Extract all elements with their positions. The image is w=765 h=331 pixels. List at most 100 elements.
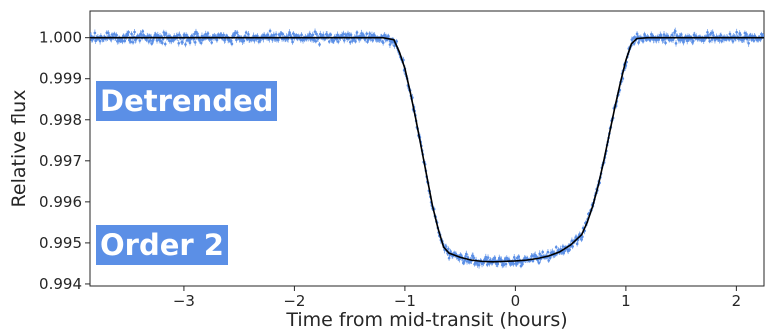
data-point <box>516 261 520 264</box>
data-point <box>512 262 515 266</box>
data-point <box>546 250 550 254</box>
data-point <box>664 41 667 45</box>
data-point <box>485 263 489 266</box>
y-tick-label: 0.999 <box>39 70 82 88</box>
data-point <box>554 245 558 249</box>
data-point <box>235 38 238 42</box>
data-point <box>270 34 273 37</box>
data-point <box>366 38 370 42</box>
data-point <box>662 33 666 36</box>
data-point <box>121 39 124 43</box>
data-point <box>355 31 359 34</box>
plot-frame <box>89 10 765 287</box>
data-point <box>229 39 233 42</box>
data-point <box>277 38 280 42</box>
x-tick-label: −1 <box>394 292 416 310</box>
data-point <box>465 252 468 256</box>
data-point <box>235 31 239 34</box>
data-point <box>98 39 102 43</box>
data-point <box>318 43 321 46</box>
data-point <box>563 249 566 253</box>
data-point <box>206 32 210 35</box>
detrended-badge: Detrended <box>96 81 278 121</box>
data-point <box>292 32 295 35</box>
data-point <box>139 33 143 36</box>
data-point <box>244 31 248 34</box>
x-tick-label: −2 <box>283 292 305 310</box>
data-point <box>335 37 339 41</box>
x-tick-label: 0 <box>511 292 521 310</box>
x-tick-label: 1 <box>621 292 631 310</box>
data-point <box>752 39 756 42</box>
data-point <box>368 32 372 35</box>
data-point <box>548 256 552 260</box>
data-point <box>447 247 450 251</box>
data-point <box>327 40 331 43</box>
data-point <box>268 29 272 33</box>
data-point <box>253 39 256 42</box>
data-point <box>673 29 677 33</box>
y-tick-label: 0.997 <box>39 152 82 170</box>
y-tick-label: 0.994 <box>39 275 82 293</box>
data-point <box>313 30 317 33</box>
data-point <box>281 32 285 36</box>
x-tick-label: 2 <box>732 292 742 310</box>
data-point <box>380 34 383 38</box>
data-point <box>133 30 136 34</box>
data-point <box>138 39 142 42</box>
data-point <box>348 40 352 44</box>
y-axis-label: Relative flux <box>8 90 30 208</box>
data-point <box>115 33 118 37</box>
data-point <box>178 33 181 37</box>
data-point <box>463 258 467 262</box>
y-tick-label: 1.000 <box>39 29 82 47</box>
data-point <box>312 38 316 41</box>
data-point <box>737 37 741 41</box>
data-point <box>199 41 203 45</box>
data-point <box>295 33 298 37</box>
data-point <box>314 40 318 43</box>
data-point <box>291 40 294 44</box>
plot-area <box>89 10 765 287</box>
data-point <box>632 42 636 45</box>
data-point <box>311 33 315 37</box>
data-point <box>193 41 197 44</box>
model-layer <box>90 36 764 263</box>
data-point <box>336 40 340 43</box>
data-point <box>502 263 506 267</box>
data-point <box>127 30 130 34</box>
data-point <box>163 42 167 46</box>
x-tick-label: −3 <box>173 292 195 310</box>
data-point <box>164 32 168 35</box>
data-point <box>739 33 742 37</box>
data-point <box>547 259 550 262</box>
data-point <box>636 35 640 38</box>
data-point <box>242 39 246 43</box>
data-point <box>472 256 476 260</box>
data-point <box>541 250 545 254</box>
data-point <box>381 41 385 44</box>
y-tick-label: 0.996 <box>39 193 82 211</box>
data-point <box>571 245 574 248</box>
data-point <box>568 248 571 251</box>
data-point <box>486 256 490 259</box>
data-point <box>561 245 565 248</box>
data-point <box>731 40 735 43</box>
data-point <box>719 34 723 37</box>
data-point <box>315 32 318 36</box>
data-point <box>537 261 541 265</box>
data-point <box>193 32 196 36</box>
data-point <box>708 39 712 43</box>
data-point <box>230 42 234 46</box>
data-point <box>449 250 452 253</box>
data-point <box>131 40 135 44</box>
y-tick-label: 0.995 <box>39 234 82 252</box>
data-point <box>192 37 196 41</box>
data-point <box>458 257 461 261</box>
data-point <box>575 242 579 246</box>
data-point <box>354 40 357 43</box>
order-badge: Order 2 <box>96 225 228 265</box>
data-point <box>90 34 93 38</box>
data-point <box>181 41 184 44</box>
data-point <box>531 259 535 263</box>
